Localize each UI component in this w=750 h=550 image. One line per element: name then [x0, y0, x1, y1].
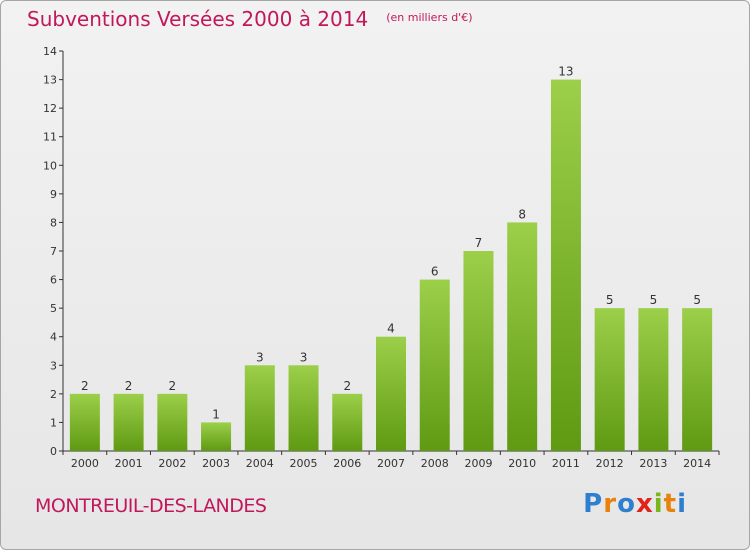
bar: [507, 222, 538, 451]
bar-value-label: 3: [300, 350, 308, 364]
bar-value-label: 5: [650, 293, 658, 307]
location-label: MONTREUIL-DES-LANDES: [35, 495, 267, 517]
x-tick-label: 2003: [202, 457, 230, 470]
bar-value-label: 2: [125, 379, 133, 393]
bar: [376, 336, 406, 451]
y-tick-label: 11: [43, 131, 57, 144]
x-tick-label: 2013: [639, 457, 667, 470]
bar: [594, 308, 625, 451]
x-tick-label: 2000: [71, 457, 99, 470]
logo-letter: i: [677, 489, 687, 519]
y-tick-label: 4: [50, 331, 57, 344]
x-tick-label: 2014: [683, 457, 711, 470]
bar-value-label: 8: [518, 207, 526, 221]
x-tick-label: 2002: [158, 457, 186, 470]
y-tick-label: 13: [43, 74, 57, 87]
x-tick-label: 2006: [333, 457, 361, 470]
bar-value-label: 3: [256, 350, 264, 364]
bar: [463, 251, 494, 451]
x-tick-label: 2009: [464, 457, 492, 470]
x-tick-label: 2010: [508, 457, 536, 470]
title-row: Subventions Versées 2000 à 2014 (en mill…: [27, 7, 472, 31]
y-tick-label: 0: [50, 445, 57, 458]
y-tick-label: 1: [50, 416, 57, 429]
y-tick-label: 2: [50, 388, 57, 401]
bar: [69, 393, 100, 451]
logo-letter: r: [603, 489, 618, 519]
y-tick-label: 14: [43, 45, 57, 58]
bar-value-label: 4: [387, 322, 395, 336]
bar-value-label: 13: [558, 65, 573, 79]
bar-value-label: 1: [212, 407, 220, 421]
x-tick-label: 2011: [552, 457, 580, 470]
y-tick-label: 3: [50, 359, 57, 372]
logo-letter: i: [653, 489, 664, 519]
chart-subtitle: (en milliers d'€): [386, 11, 473, 24]
bar-value-label: 2: [343, 379, 351, 393]
bar: [113, 393, 144, 451]
y-tick-label: 7: [50, 245, 57, 258]
x-tick-label: 2005: [290, 457, 318, 470]
chart-title: Subventions Versées 2000 à 2014: [27, 7, 369, 31]
x-tick-label: 2008: [421, 457, 449, 470]
y-tick-label: 10: [43, 159, 57, 172]
bar-value-label: 7: [475, 236, 483, 250]
bar-value-label: 2: [169, 379, 177, 393]
bar-value-label: 2: [81, 379, 89, 393]
x-tick-label: 2001: [115, 457, 143, 470]
y-tick-label: 12: [43, 102, 57, 115]
bar: [157, 393, 188, 451]
bar: [332, 393, 363, 451]
bar: [419, 279, 450, 451]
proxiti-logo: Proxiti: [583, 489, 687, 519]
bar: [682, 308, 713, 451]
logo-letter: t: [663, 489, 678, 519]
logo-letter: x: [635, 489, 654, 519]
bar-value-label: 5: [693, 293, 701, 307]
x-tick-label: 2007: [377, 457, 405, 470]
logo-letter: o: [617, 489, 636, 519]
y-tick-label: 8: [50, 216, 57, 229]
bar: [288, 365, 319, 451]
x-tick-label: 2004: [246, 457, 274, 470]
y-tick-label: 5: [50, 302, 57, 315]
bar: [550, 79, 581, 452]
bar-value-label: 5: [606, 293, 614, 307]
bar-value-label: 6: [431, 265, 439, 279]
y-tick-label: 9: [50, 188, 57, 201]
x-tick-label: 2012: [596, 457, 624, 470]
logo-letter: P: [583, 489, 604, 519]
bar: [244, 365, 275, 451]
bar: [201, 422, 232, 451]
y-tick-label: 6: [50, 274, 57, 287]
bar: [638, 308, 669, 451]
